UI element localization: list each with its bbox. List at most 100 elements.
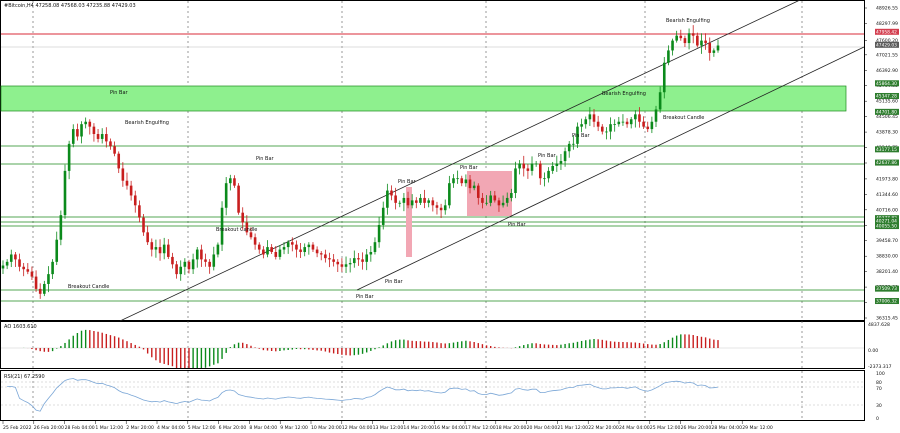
time-tick: 6 Mar 20:00: [219, 425, 247, 431]
time-tick: 13 Mar 12:00: [373, 425, 404, 431]
candle: [311, 244, 315, 250]
time-tick: 29 Mar 12:00: [742, 425, 773, 431]
candle: [43, 283, 46, 294]
candle: [543, 178, 546, 180]
price-tag: [875, 41, 899, 48]
price-tag: [875, 146, 899, 153]
rsi-tick: 30: [876, 403, 882, 409]
candle: [621, 121, 625, 123]
time-tick: 18 Mar 20:00: [496, 425, 527, 431]
candle: [22, 266, 25, 270]
candle: [559, 161, 563, 164]
time-tick: 9 Mar 12:00: [280, 425, 308, 431]
time-tick: 2 Mar 20:00: [126, 425, 154, 431]
candle: [357, 258, 360, 260]
candle: [443, 205, 447, 211]
channel-lower: [356, 46, 865, 291]
candle: [332, 259, 335, 262]
candle: [319, 253, 323, 255]
candle: [675, 35, 678, 41]
candle: [716, 45, 720, 51]
candle: [505, 197, 509, 203]
ao-label: AO 1603.610: [4, 324, 37, 330]
candle: [460, 178, 464, 184]
candle: [253, 237, 257, 245]
candle: [1, 265, 5, 269]
candle: [605, 131, 608, 133]
candle: [592, 114, 596, 122]
candle: [708, 43, 712, 53]
price-tick: 38830.00: [876, 254, 898, 260]
main-panel: [0, 0, 865, 321]
candle: [171, 256, 174, 265]
candle: [386, 190, 389, 208]
rsi-tick: 100: [876, 371, 885, 377]
candle: [534, 163, 538, 165]
candle: [340, 264, 344, 267]
time-tick: 5 Mar 12:00: [188, 425, 216, 431]
candle: [423, 197, 426, 203]
price-tick: 47021.55: [876, 52, 898, 58]
candle: [315, 249, 319, 254]
candle: [452, 178, 455, 184]
annotation: Bearish Engulfing: [666, 18, 710, 24]
candle: [220, 207, 224, 245]
time-tick: 28 Mar 04:00: [711, 425, 742, 431]
candle: [448, 183, 451, 206]
candle: [518, 163, 521, 169]
candle: [634, 114, 637, 120]
candle: [63, 170, 67, 216]
candle: [497, 200, 501, 206]
candle: [625, 121, 629, 125]
candle: [576, 126, 579, 144]
candle: [361, 259, 364, 262]
price-tag-label: 47958.42: [876, 29, 897, 35]
time-tick: 24 Mar 04:00: [619, 425, 650, 431]
supply-zone: [0, 85, 847, 112]
ao-panel: [0, 321, 865, 369]
candle: [88, 121, 92, 127]
candle: [381, 207, 385, 225]
ao-tick: 4837.628: [868, 322, 890, 328]
candle: [406, 197, 410, 206]
annotation: Breakout Candle: [216, 227, 257, 233]
candle: [105, 134, 108, 142]
candle: [76, 129, 79, 137]
price-tick: 39458.70: [876, 238, 898, 244]
candle: [654, 109, 658, 122]
candle: [410, 200, 414, 206]
candle: [402, 197, 406, 203]
candle: [150, 242, 154, 250]
candle: [567, 143, 571, 152]
candle: [30, 271, 34, 277]
candle: [92, 126, 96, 135]
candle: [369, 252, 373, 255]
annotation: Bearish Engulfing: [602, 91, 646, 97]
candle: [191, 259, 195, 270]
candle: [245, 222, 249, 233]
candle: [353, 258, 356, 264]
candle: [154, 247, 158, 250]
candle: [241, 212, 245, 223]
price-tag-label: 47429.03: [876, 42, 897, 48]
candle: [158, 247, 162, 254]
candle: [691, 33, 695, 36]
candle: [51, 261, 54, 275]
candle: [584, 119, 588, 125]
price-tag: [875, 223, 899, 230]
price-tick: 41344.60: [876, 192, 898, 198]
price-tag: [875, 28, 899, 35]
candle: [183, 261, 187, 267]
price-tick: 38201.40: [876, 269, 898, 275]
candle: [538, 163, 542, 179]
annotation: Bearish Engulfing: [125, 120, 169, 126]
price-tag: [875, 285, 899, 292]
candle: [572, 143, 575, 145]
price-tag: [875, 298, 899, 305]
candle: [18, 259, 21, 267]
candle: [580, 124, 583, 127]
price-tag: [875, 217, 899, 224]
price-tag-label: 37509.73: [876, 286, 897, 292]
rsi-tick: 70: [876, 386, 882, 392]
